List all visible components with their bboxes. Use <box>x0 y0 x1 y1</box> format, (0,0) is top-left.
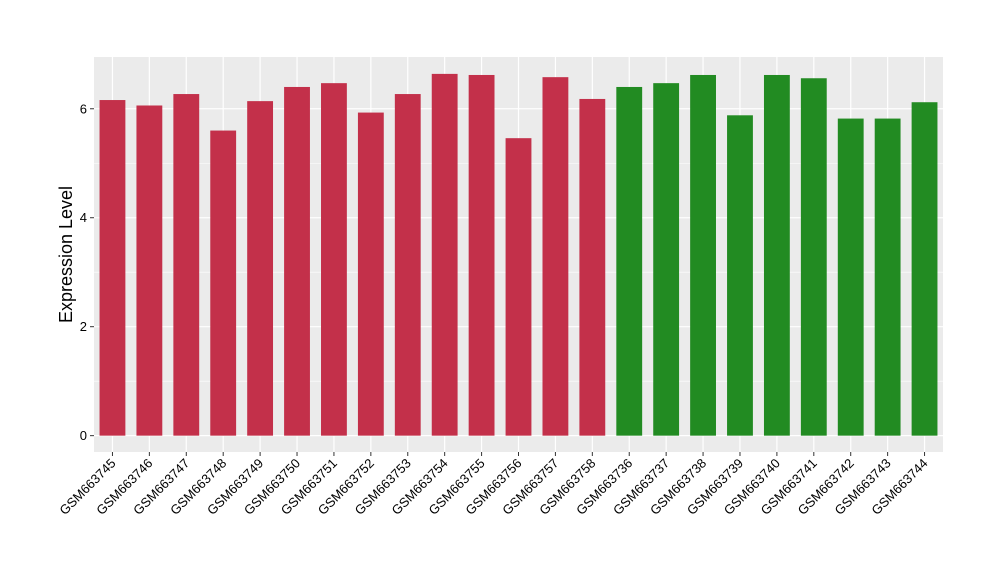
y-tick-label: 6 <box>80 101 87 116</box>
bar-GSM663753 <box>394 94 421 436</box>
bar-GSM663752 <box>357 112 384 436</box>
y-tick-label: 2 <box>80 319 87 334</box>
y-tick-label: 4 <box>80 210 87 225</box>
bar-GSM663744 <box>911 102 938 436</box>
bar-GSM663739 <box>727 115 753 436</box>
bar-GSM663756 <box>505 138 532 436</box>
x-axis: GSM663745GSM663746GSM663747GSM663748GSM6… <box>56 452 931 518</box>
bar-GSM663738 <box>690 74 716 436</box>
bar-GSM663737 <box>653 83 680 436</box>
bar-GSM663747 <box>173 94 200 436</box>
bar-GSM663755 <box>468 74 495 436</box>
y-tick-label: 0 <box>80 428 87 443</box>
bar-GSM663742 <box>837 118 864 436</box>
bar-GSM663743 <box>874 118 901 436</box>
bar-GSM663750 <box>284 86 310 436</box>
y-axis: 0 2 4 6 <box>80 101 94 443</box>
bars <box>99 73 938 436</box>
bar-GSM663751 <box>321 83 347 436</box>
bar-GSM663748 <box>210 130 237 436</box>
bar-GSM663746 <box>136 105 163 436</box>
bar-GSM663745 <box>99 100 126 436</box>
y-axis-title: Expression Level <box>56 186 76 323</box>
bar-GSM663736 <box>616 86 643 436</box>
bar-GSM663740 <box>763 74 790 436</box>
bar-GSM663741 <box>800 78 827 436</box>
bar-GSM663757 <box>542 77 569 436</box>
bar-GSM663754 <box>431 73 458 436</box>
bar-GSM663758 <box>579 98 606 436</box>
bar-GSM663749 <box>247 101 274 436</box>
